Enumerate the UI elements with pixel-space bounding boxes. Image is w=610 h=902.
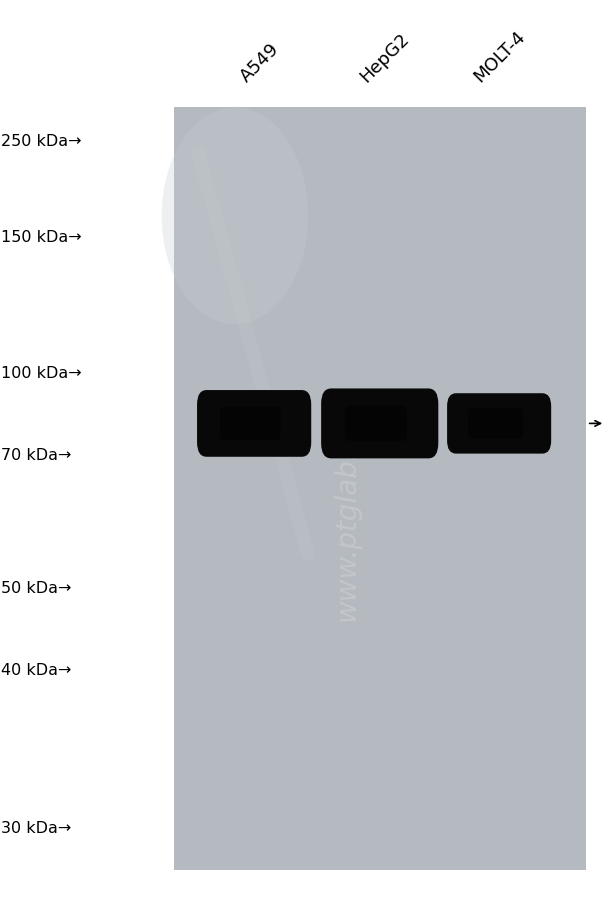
Text: www.ptglab.com: www.ptglab.com — [333, 389, 361, 621]
Text: 30 kDa→: 30 kDa→ — [1, 821, 71, 835]
Text: A549: A549 — [237, 40, 283, 86]
Bar — [174, 108, 586, 870]
FancyBboxPatch shape — [345, 407, 407, 441]
Circle shape — [308, 483, 528, 807]
Text: 150 kDa→: 150 kDa→ — [1, 230, 82, 244]
Text: 70 kDa→: 70 kDa→ — [1, 447, 71, 462]
FancyBboxPatch shape — [197, 391, 311, 457]
FancyBboxPatch shape — [321, 389, 439, 459]
Text: 40 kDa→: 40 kDa→ — [1, 662, 71, 676]
FancyBboxPatch shape — [220, 408, 281, 440]
FancyBboxPatch shape — [468, 409, 523, 439]
Text: 100 kDa→: 100 kDa→ — [1, 366, 82, 381]
FancyBboxPatch shape — [447, 394, 551, 454]
Text: 250 kDa→: 250 kDa→ — [1, 134, 82, 149]
Text: HepG2: HepG2 — [357, 30, 413, 86]
Text: 50 kDa→: 50 kDa→ — [1, 581, 71, 595]
Text: MOLT-4: MOLT-4 — [470, 27, 528, 86]
Circle shape — [162, 108, 308, 325]
